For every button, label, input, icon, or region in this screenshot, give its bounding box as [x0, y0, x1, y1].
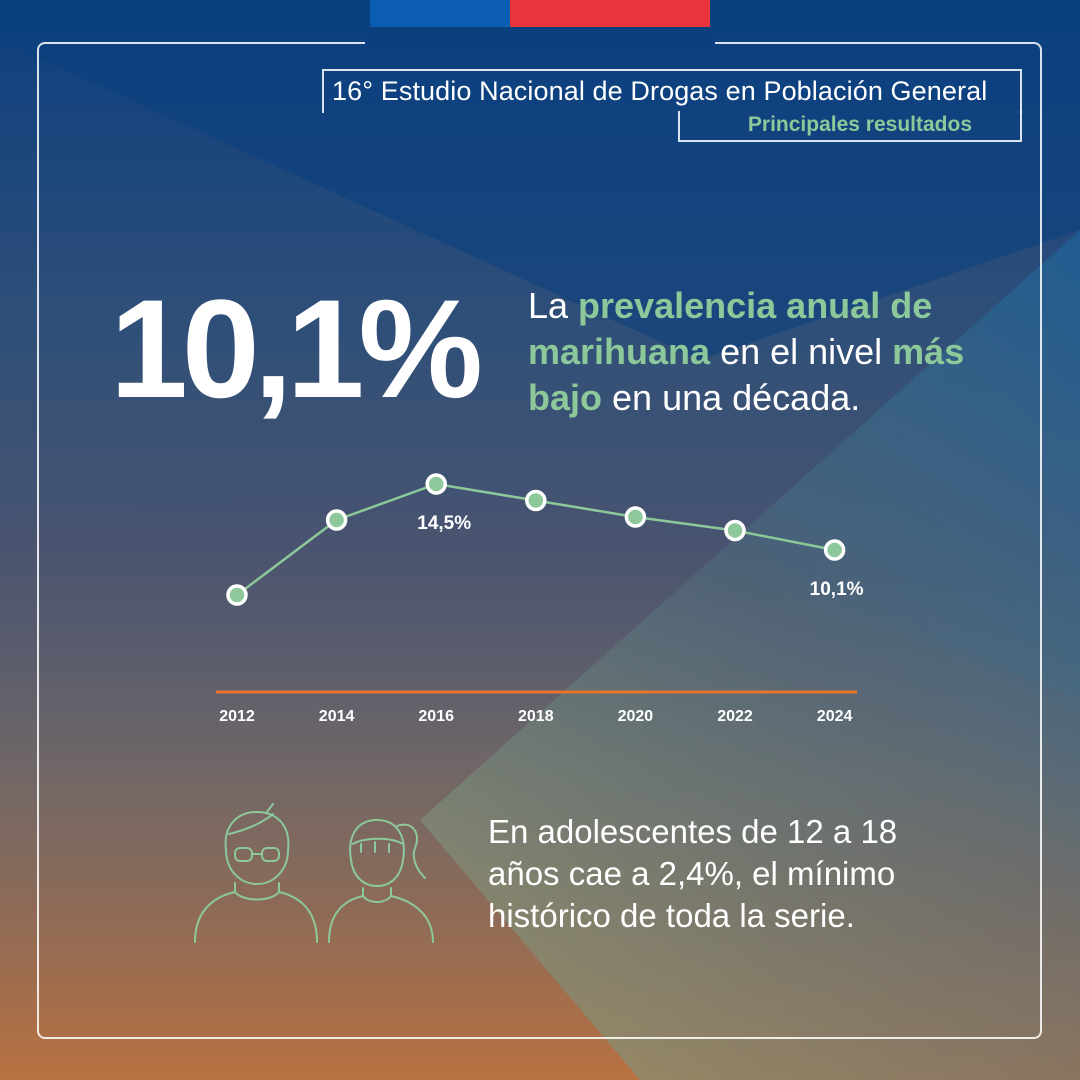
headline-text-part: en una década. [602, 377, 861, 418]
data-point [724, 519, 746, 542]
data-point [624, 506, 647, 528]
title-box [322, 69, 1022, 113]
x-tick-label: 2020 [618, 708, 654, 725]
subtitle-box [678, 111, 1022, 142]
data-point [525, 489, 547, 512]
headline-value: 10,1% [110, 270, 483, 427]
study-subtitle: Principales resultados [747, 113, 972, 136]
frame-gap [365, 36, 715, 50]
x-tick-label: 2012 [219, 708, 255, 725]
teen-icons [194, 803, 434, 943]
girl-with-ponytail-icon [328, 819, 434, 943]
flag-stripe-blue [370, 0, 510, 27]
data-point [226, 584, 248, 606]
data-label: 14,5% [417, 513, 471, 534]
data-point [823, 539, 846, 561]
headline-text-part: en el nivel [710, 331, 893, 372]
study-title: 16° Estudio Nacional de Drogas en Poblac… [332, 76, 988, 106]
x-tick-label: 2014 [319, 708, 355, 725]
headline-text: La prevalencia anual de marihuana en el … [528, 283, 988, 421]
boy-with-glasses-icon [194, 803, 318, 943]
x-tick-label: 2016 [418, 708, 454, 725]
data-point [425, 473, 447, 495]
x-tick-label: 2022 [717, 708, 753, 725]
headline-highlight-prevalence: prevalencia anual de marihuana [528, 285, 933, 372]
flag-stripe-red [510, 0, 710, 27]
data-label: 10,1% [810, 579, 864, 600]
headline-text-part: La [528, 285, 579, 326]
data-point [325, 509, 348, 531]
teen-statement: En adolescentes de 12 a 18 años cae a 2,… [488, 813, 898, 934]
x-tick-label: 2024 [817, 708, 853, 725]
x-tick-label: 2018 [518, 708, 554, 725]
headline-highlight-lowest: más bajo [528, 331, 965, 418]
